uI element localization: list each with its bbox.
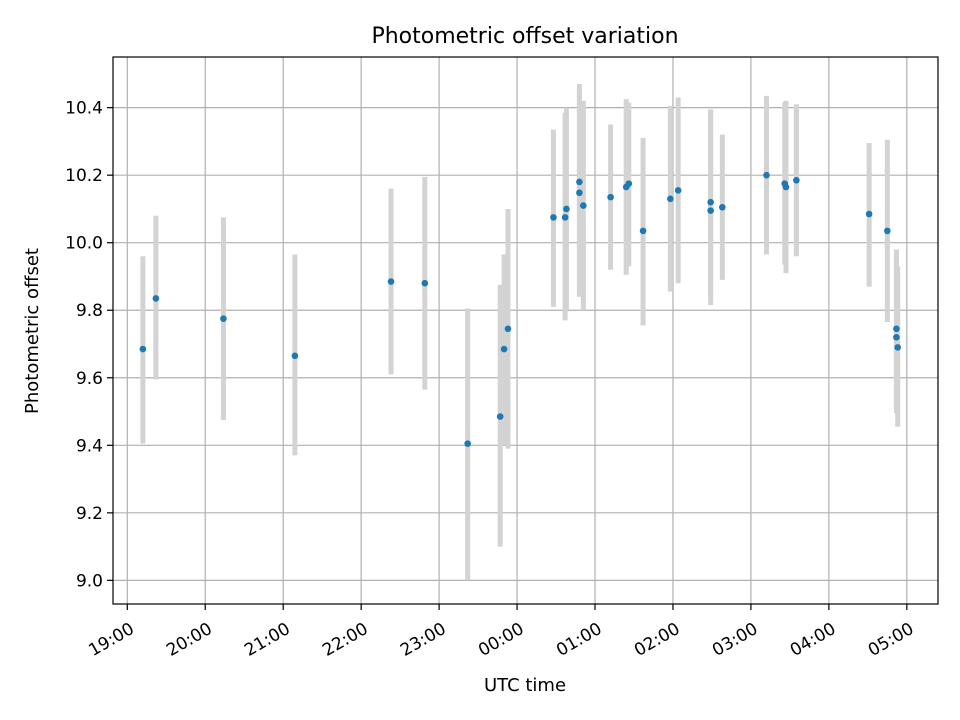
y-tick-label: 9.8 [76,301,103,321]
data-point [865,210,873,218]
y-tick-label: 9.4 [76,436,103,456]
data-point [421,279,429,287]
data-point [152,295,160,302]
data-points [139,171,902,447]
data-point [550,214,557,221]
data-point [387,278,395,285]
data-point [580,202,587,209]
data-point [893,333,900,341]
plot-area-frame [112,56,939,605]
data-point [667,195,674,203]
x-axis-label: UTC time [484,675,566,696]
data-point [893,325,900,333]
data-point [707,207,714,214]
y-axis-label: Photometric offset [22,248,43,414]
data-point [707,198,714,206]
data-point [291,352,299,360]
data-point [504,325,512,333]
y-tick-label: 10.2 [65,166,103,186]
grid [113,57,938,604]
data-point [464,440,471,447]
data-point [139,345,147,353]
data-point [500,345,508,353]
data-point [561,214,569,221]
data-point [793,176,800,184]
data-point [674,187,682,194]
data-point [894,344,902,351]
data-point [782,183,790,191]
y-axis-ticks: 9.0 9.2 9.4 9.6 9.8 10.0 10.2 10.4 [65,99,113,591]
data-point [220,315,227,322]
data-point [563,205,570,213]
data-point [576,189,583,197]
y-tick-label: 10.0 [65,234,103,254]
y-tick-label: 9.0 [76,571,103,591]
data-point [763,171,770,179]
data-point [639,227,647,235]
data-point [719,203,726,211]
data-point [576,178,583,186]
y-tick-label: 10.4 [65,99,103,119]
chart-title: Photometric offset variation [371,24,678,49]
data-point [884,227,891,235]
y-tick-label: 9.2 [76,504,103,524]
data-point [496,413,504,420]
y-tick-label: 9.6 [76,369,103,389]
data-point [625,180,633,187]
data-point [607,193,614,201]
